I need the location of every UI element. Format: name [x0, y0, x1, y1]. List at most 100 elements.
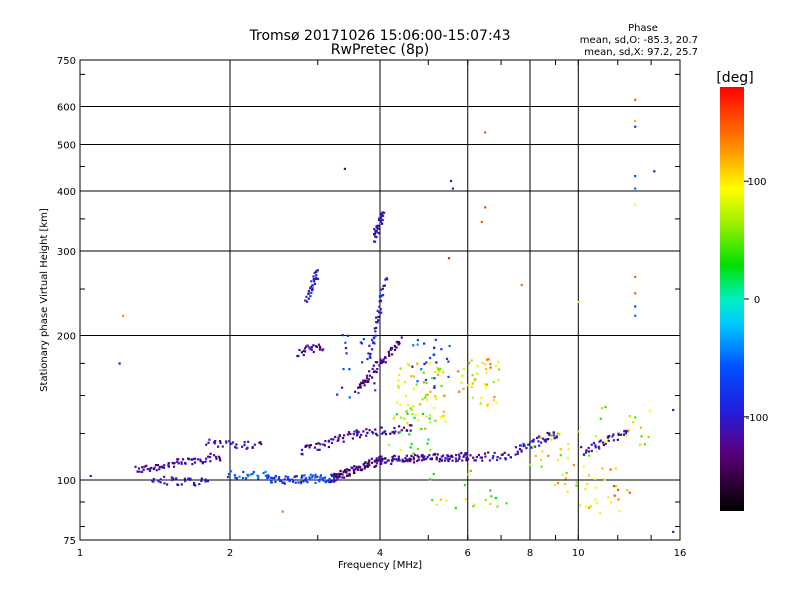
data-point — [89, 474, 92, 478]
data-point — [476, 364, 479, 368]
data-point — [382, 358, 385, 361]
data-point — [348, 469, 351, 472]
data-point — [427, 438, 430, 441]
data-point — [363, 466, 366, 469]
data-point — [360, 468, 363, 471]
x-tick-label: 6 — [465, 548, 471, 559]
data-point — [269, 476, 273, 479]
data-point — [379, 300, 383, 303]
data-point — [411, 365, 414, 368]
data-point — [333, 472, 336, 475]
data-point — [353, 465, 356, 468]
data-point — [370, 348, 374, 351]
data-point — [462, 387, 465, 390]
data-point — [553, 483, 556, 486]
data-point — [455, 454, 458, 457]
colorbar-ticks: 100 0 -100 — [744, 177, 768, 424]
data-point — [259, 441, 262, 444]
data-point — [448, 344, 451, 348]
data-point — [304, 444, 307, 447]
data-point — [618, 510, 621, 513]
data-point — [602, 441, 605, 444]
data-point — [514, 446, 517, 449]
data-point — [519, 444, 522, 447]
data-point — [322, 348, 325, 351]
data-point — [310, 476, 314, 479]
data-point — [429, 478, 432, 481]
data-point — [246, 473, 249, 476]
data-point — [302, 353, 305, 357]
data-point — [470, 359, 473, 362]
data-point — [414, 413, 417, 416]
data-point — [451, 455, 454, 458]
data-point — [612, 433, 615, 436]
data-point — [332, 438, 335, 441]
data-point — [481, 361, 484, 364]
data-point — [391, 353, 394, 356]
data-point — [319, 474, 322, 477]
data-point — [341, 334, 344, 337]
data-point — [410, 408, 413, 411]
data-point — [382, 457, 385, 460]
data-point — [399, 367, 402, 370]
colorbar-tick-label: 100 — [747, 177, 766, 188]
data-point — [566, 490, 569, 493]
data-point — [493, 395, 496, 398]
data-point — [492, 455, 495, 458]
stats-line-x: mean, sd,X: 97.2, 25.7 — [584, 47, 698, 58]
data-point — [485, 371, 488, 374]
data-point — [198, 483, 201, 486]
data-point — [472, 505, 475, 508]
data-point — [489, 366, 492, 369]
data-point — [492, 381, 495, 384]
data-point — [582, 465, 585, 468]
data-point — [230, 442, 233, 445]
data-point — [539, 436, 542, 439]
data-point — [225, 440, 228, 443]
data-point — [451, 187, 454, 190]
data-point — [472, 456, 475, 459]
data-point — [341, 437, 345, 440]
data-point — [634, 175, 637, 178]
data-point — [438, 457, 442, 461]
data-point — [609, 468, 612, 471]
data-point — [339, 469, 342, 472]
x-tick-label: 2 — [227, 548, 233, 559]
data-point — [422, 456, 425, 459]
data-point — [362, 381, 365, 384]
data-point — [380, 462, 383, 466]
data-point — [429, 414, 432, 417]
data-point — [264, 470, 267, 473]
data-point — [440, 384, 443, 388]
data-point — [262, 471, 265, 475]
data-point — [308, 476, 311, 479]
data-point — [403, 417, 406, 420]
data-point — [345, 471, 348, 474]
data-point — [587, 450, 590, 453]
data-point — [384, 457, 387, 460]
data-point — [378, 217, 381, 220]
data-point — [492, 399, 496, 402]
data-point — [420, 368, 423, 371]
data-point — [317, 442, 320, 445]
data-point — [451, 459, 454, 462]
data-point — [422, 371, 425, 374]
y-tick-label: 75 — [63, 536, 76, 547]
data-point — [373, 382, 376, 385]
data-point — [639, 443, 642, 446]
data-point — [311, 287, 314, 290]
data-point — [397, 386, 400, 389]
data-point — [488, 459, 491, 462]
data-point — [215, 457, 218, 460]
data-point — [628, 491, 631, 494]
data-point — [413, 416, 416, 419]
data-point — [333, 478, 336, 482]
data-point — [434, 370, 437, 373]
data-point — [533, 445, 537, 448]
data-point — [319, 476, 322, 479]
data-point — [548, 433, 551, 436]
data-point — [401, 458, 404, 461]
data-point — [158, 468, 161, 471]
data-point — [484, 386, 487, 389]
data-point — [219, 441, 222, 444]
